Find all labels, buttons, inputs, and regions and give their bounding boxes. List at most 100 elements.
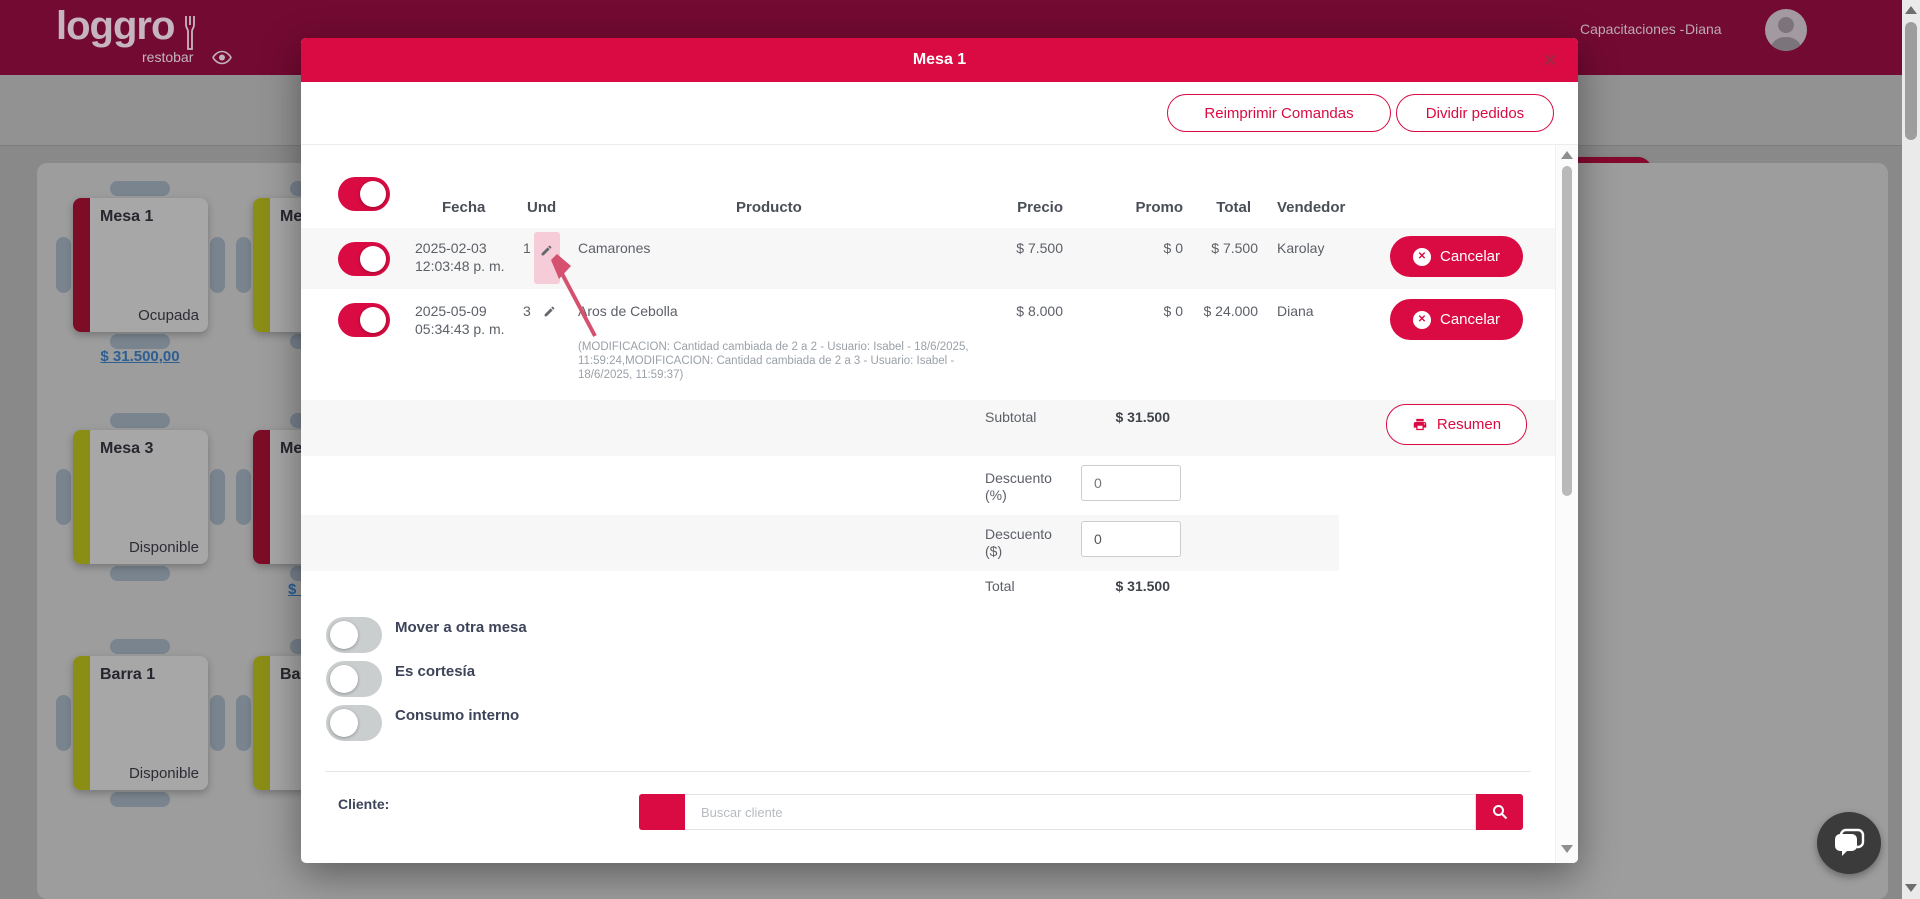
mover-mesa-label: Mover a otra mesa (395, 619, 527, 636)
discount-pct-unit: (%) (985, 487, 1007, 503)
table-card-mesa1[interactable]: Mesa 1 Ocupada (73, 198, 208, 332)
user-name[interactable]: Diana (1685, 21, 1722, 37)
cancel-order-button[interactable]: ✕ Cancelar (1390, 236, 1523, 277)
status-strip (73, 198, 90, 332)
chair (110, 413, 170, 428)
table-amount-link[interactable]: $ 31.500,00 (100, 348, 180, 365)
row-toggle[interactable] (338, 242, 390, 276)
table-name: Me (280, 208, 303, 225)
total-value: $ 31.500 (1115, 578, 1171, 594)
close-icon[interactable]: ✕ (1542, 51, 1558, 70)
modal-header: Mesa 1 ✕ (301, 38, 1578, 82)
search-client-button[interactable] (1476, 794, 1523, 830)
avatar[interactable] (1765, 9, 1807, 51)
total-label: Total (985, 578, 1015, 594)
discount-abs-input[interactable] (1081, 521, 1181, 557)
table-card-barra1[interactable]: Barra 1 Disponible (73, 656, 208, 790)
row-qty: 1 (523, 240, 531, 256)
mesa1-modal: Mesa 1 ✕ Reimprimir Comandas Dividir ped… (301, 38, 1578, 863)
cortesia-label: Es cortesía (395, 663, 476, 680)
chat-icon (1835, 828, 1865, 856)
subtotal-value: $ 31.500 (1115, 409, 1171, 425)
page-scrollbar[interactable] (1902, 0, 1920, 899)
scroll-up-icon[interactable] (1905, 6, 1917, 14)
fork-icon (185, 16, 195, 50)
col-header-fecha: Fecha (442, 199, 486, 216)
eye-icon[interactable] (212, 50, 232, 65)
row-product: Aros de Cebolla (578, 303, 678, 319)
chair (236, 695, 251, 751)
row-qty: 3 (523, 303, 531, 319)
resumen-button[interactable]: Resumen (1386, 404, 1527, 445)
row-vendor: Karolay (1277, 240, 1325, 256)
row-vendor: Diana (1277, 303, 1314, 319)
chair (210, 469, 225, 525)
status-strip (73, 656, 90, 790)
modal-scrollbar[interactable] (1555, 145, 1578, 863)
cancel-order-button[interactable]: ✕ Cancelar (1390, 299, 1523, 340)
arrow-annotation (551, 254, 597, 337)
row-promo: $ 0 (1163, 240, 1183, 256)
modal-scrollbar-thumb[interactable] (1562, 166, 1572, 496)
status-strip (253, 656, 270, 790)
table-name: Ba (280, 666, 301, 683)
table-status: Disponible (128, 765, 199, 782)
table-name: Barra 1 (100, 666, 156, 683)
status-strip (253, 198, 270, 332)
dividir-pedidos-button[interactable]: Dividir pedidos (1396, 94, 1554, 132)
status-strip (253, 430, 270, 564)
col-header-precio: Precio (1017, 199, 1063, 216)
cancel-icon: ✕ (1412, 247, 1431, 266)
discount-abs-label: Descuento (985, 526, 1052, 542)
scroll-up-icon[interactable] (1561, 151, 1573, 159)
col-header-und: Und (527, 199, 557, 216)
row-product: Camarones (578, 240, 651, 256)
select-all-toggle[interactable] (338, 177, 390, 211)
row-date: 2025-05-09 (415, 303, 487, 319)
scroll-down-icon[interactable] (1905, 884, 1917, 892)
row-total: $ 24.000 (1203, 303, 1259, 319)
row-modification-note: (MODIFICACION: Cantidad cambiada de 2 a … (578, 341, 969, 381)
row-time: 12:03:48 p. m. (415, 258, 505, 274)
table-status: Disponible (128, 539, 199, 556)
chair (110, 334, 170, 349)
chair (236, 237, 251, 293)
printer-icon (1413, 418, 1427, 431)
account-label: Capacitaciones - (1580, 21, 1685, 37)
buscar-cliente-input[interactable] (685, 794, 1476, 830)
table-name: Mesa 1 (100, 208, 154, 225)
col-header-total: Total (1216, 199, 1251, 216)
divider (301, 144, 1578, 145)
col-header-vendedor: Vendedor (1277, 199, 1346, 216)
consumo-interno-toggle[interactable] (326, 705, 382, 741)
row-promo: $ 0 (1163, 303, 1183, 319)
chair (110, 566, 170, 581)
client-accent-block (639, 794, 685, 830)
chair (110, 181, 170, 196)
cancel-label: Cancelar (1439, 248, 1501, 265)
row-toggle[interactable] (338, 303, 390, 337)
page-scrollbar-thumb[interactable] (1905, 22, 1917, 140)
cliente-label: Cliente: (338, 796, 390, 812)
mover-mesa-toggle[interactable] (326, 617, 382, 653)
discount-pct-input[interactable] (1081, 465, 1181, 501)
cortesia-toggle[interactable] (326, 661, 382, 697)
reimprimir-comandas-button[interactable]: Reimprimir Comandas (1167, 94, 1391, 132)
table-card-mesa3[interactable]: Mesa 3 Disponible (73, 430, 208, 564)
order-row (301, 228, 1555, 289)
chat-widget-button[interactable] (1817, 812, 1881, 874)
chair (210, 695, 225, 751)
discount-abs-row (301, 515, 1339, 571)
modal-title: Mesa 1 (912, 51, 967, 68)
pencil-icon[interactable] (543, 305, 556, 318)
chair (210, 237, 225, 293)
discount-pct-label: Descuento (985, 470, 1052, 486)
cancel-label: Cancelar (1439, 311, 1501, 328)
chair (110, 639, 170, 654)
scroll-down-icon[interactable] (1561, 845, 1573, 853)
resumen-label: Resumen (1436, 416, 1502, 433)
divider (325, 771, 1531, 772)
row-time: 05:34:43 p. m. (415, 321, 505, 337)
pencil-icon[interactable] (540, 244, 553, 257)
row-total: $ 7.500 (1211, 240, 1258, 256)
